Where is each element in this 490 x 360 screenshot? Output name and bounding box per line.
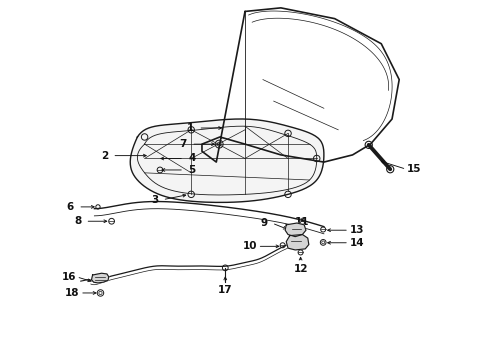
Polygon shape — [130, 119, 324, 202]
Text: 3: 3 — [151, 195, 158, 205]
Text: 15: 15 — [407, 164, 421, 174]
Text: 6: 6 — [67, 202, 74, 212]
Text: 5: 5 — [188, 165, 196, 175]
Text: 17: 17 — [218, 285, 233, 296]
Text: 10: 10 — [243, 241, 257, 251]
Text: 18: 18 — [65, 288, 79, 298]
Text: 16: 16 — [61, 272, 76, 282]
Text: 2: 2 — [101, 150, 108, 161]
Text: 8: 8 — [74, 216, 81, 226]
Text: 14: 14 — [349, 238, 364, 248]
Polygon shape — [92, 273, 109, 283]
Polygon shape — [286, 234, 309, 250]
Text: 11: 11 — [295, 217, 310, 227]
Text: 13: 13 — [350, 225, 364, 235]
Text: 1: 1 — [187, 123, 194, 133]
Text: 12: 12 — [294, 264, 308, 274]
Text: 4: 4 — [188, 153, 196, 163]
Text: 7: 7 — [180, 139, 187, 149]
Polygon shape — [285, 223, 306, 237]
Text: 9: 9 — [261, 218, 268, 228]
